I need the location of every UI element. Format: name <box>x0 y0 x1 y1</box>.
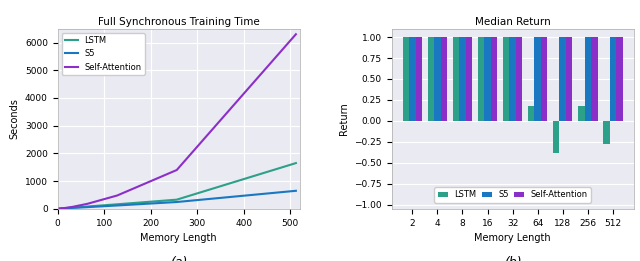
Self-Attention <box>61 206 69 210</box>
S5 <box>173 200 180 204</box>
S5 <box>68 206 76 209</box>
Bar <box>584 37 591 121</box>
X-axis label: Memory Length: Memory Length <box>140 233 217 243</box>
Legend: LSTM, S5, Self-Attention: LSTM, S5, Self-Attention <box>435 187 591 203</box>
Bar <box>534 37 541 121</box>
Bar <box>428 37 434 121</box>
LSTM <box>54 207 61 210</box>
LSTM <box>68 206 76 209</box>
Line: LSTM: LSTM <box>58 163 296 209</box>
Line: S5: S5 <box>58 191 296 209</box>
Legend: LSTM, S5, Self-Attention: LSTM, S5, Self-Attention <box>62 33 145 75</box>
X-axis label: Memory Length: Memory Length <box>474 233 551 243</box>
S5 <box>54 207 61 210</box>
Title: Full Synchronous Training Time: Full Synchronous Training Time <box>98 16 259 27</box>
Bar <box>578 106 584 121</box>
LSTM <box>173 198 180 201</box>
Y-axis label: Seconds: Seconds <box>10 98 19 139</box>
S5 <box>54 207 62 210</box>
LSTM <box>113 203 121 206</box>
S5 <box>292 189 300 192</box>
Self-Attention <box>68 205 76 209</box>
Bar <box>509 37 516 121</box>
Bar <box>591 37 598 121</box>
Bar <box>403 37 409 121</box>
LSTM <box>58 207 65 210</box>
S5 <box>56 207 63 210</box>
Bar <box>409 37 415 121</box>
Self-Attention <box>54 207 61 210</box>
Bar <box>434 37 441 121</box>
Bar <box>484 37 491 121</box>
Y-axis label: Return: Return <box>339 102 349 135</box>
LSTM <box>56 207 63 210</box>
Self-Attention <box>173 168 180 171</box>
Bar <box>441 37 447 121</box>
S5 <box>84 206 92 209</box>
LSTM <box>54 207 62 210</box>
Self-Attention <box>58 207 65 210</box>
Self-Attention <box>54 207 62 210</box>
S5 <box>113 204 121 207</box>
Text: (a): (a) <box>170 256 188 261</box>
Self-Attention <box>113 194 121 197</box>
LSTM <box>61 206 69 210</box>
Line: Self-Attention: Self-Attention <box>58 34 296 209</box>
Bar <box>559 37 566 121</box>
Bar <box>415 37 422 121</box>
LSTM <box>292 162 300 165</box>
Bar <box>516 37 522 121</box>
Title: Median Return: Median Return <box>475 16 550 27</box>
Bar <box>566 37 573 121</box>
Self-Attention <box>84 202 92 205</box>
Self-Attention <box>56 207 63 210</box>
Bar <box>609 37 616 121</box>
Bar <box>466 37 472 121</box>
Text: (b): (b) <box>504 256 522 261</box>
S5 <box>61 207 69 210</box>
Bar <box>528 106 534 121</box>
Bar <box>491 37 497 121</box>
S5 <box>58 207 65 210</box>
LSTM <box>84 205 92 208</box>
Bar <box>452 37 460 121</box>
Bar <box>460 37 466 121</box>
Bar <box>478 37 484 121</box>
Bar <box>553 121 559 153</box>
Bar <box>503 37 509 121</box>
Self-Attention <box>292 33 300 36</box>
Bar <box>603 121 609 144</box>
Bar <box>616 37 623 121</box>
Bar <box>541 37 547 121</box>
